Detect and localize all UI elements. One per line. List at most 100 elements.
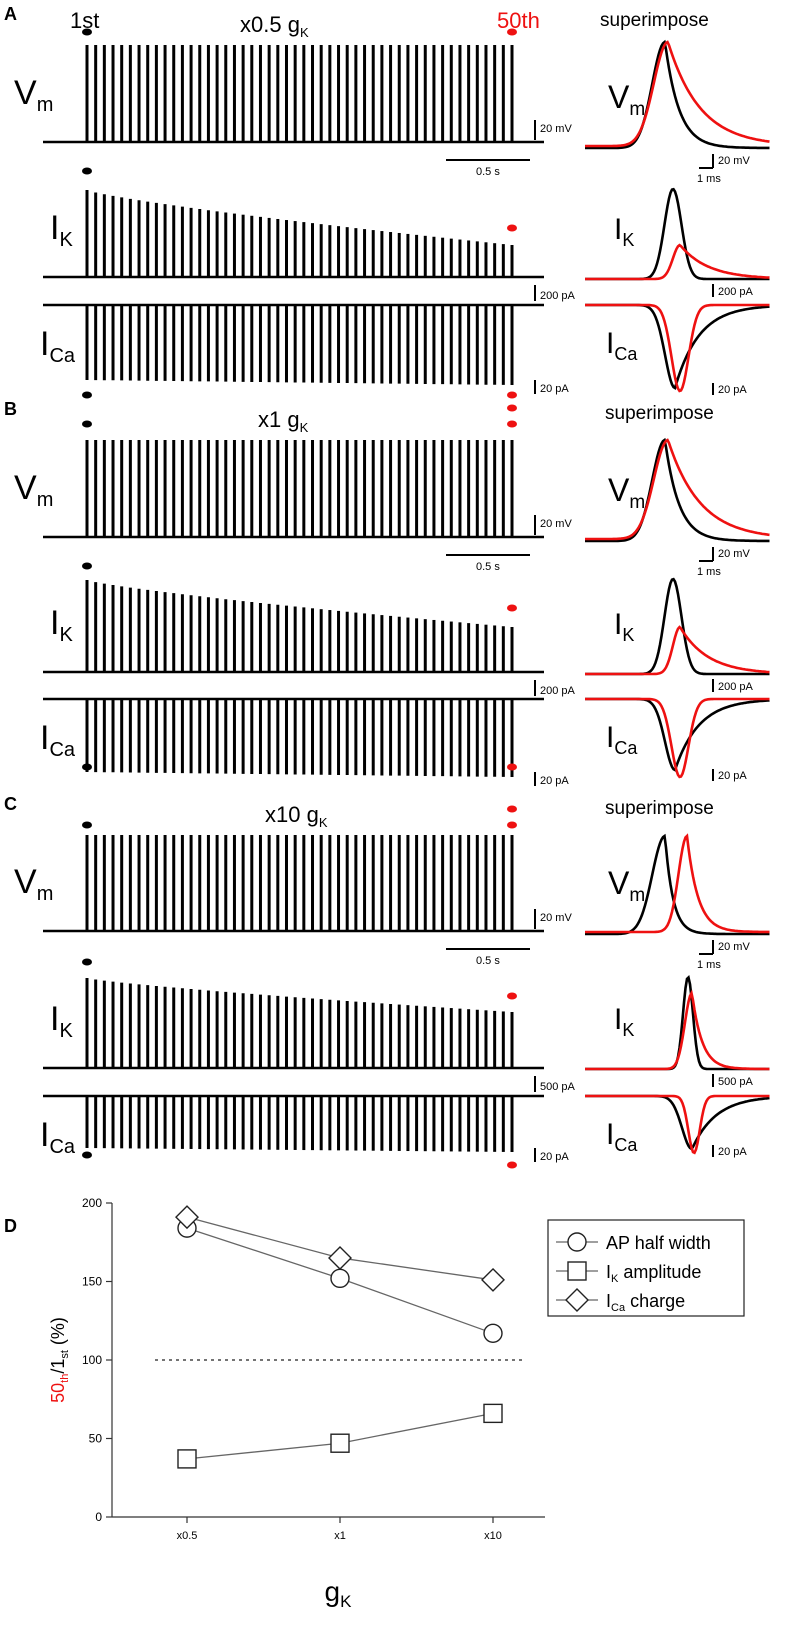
legend-label-sub: Ca — [611, 1302, 626, 1314]
y-axis-label-part: th — [59, 1374, 71, 1383]
sup-ik-scale-label: 200 pA — [718, 286, 754, 298]
sup-ica-scale-label: 20 pA — [718, 770, 747, 782]
spike-marker-ik1 — [82, 958, 92, 966]
spike-marker-vm50 — [507, 28, 517, 36]
x-tick-label: x0.5 — [177, 1530, 198, 1542]
vm-label-sub: m — [37, 489, 54, 511]
panel-c — [43, 805, 770, 1169]
legend-label-tail: amplitude — [618, 1262, 701, 1282]
data-point-diamond-0 — [175, 1205, 199, 1230]
panel-b — [43, 404, 770, 786]
sup-vm-fiftieth — [585, 40, 770, 148]
sup-ica-label-main: I — [606, 1118, 614, 1151]
y-axis-label-part: st — [59, 1350, 71, 1359]
sup-ik-label: IK — [614, 608, 634, 645]
sup-vm-label-main: V — [608, 865, 630, 901]
ica-label-main: I — [40, 1116, 49, 1154]
sup-ik-label: IK — [614, 1003, 634, 1040]
sup-vm-label: Vm — [608, 865, 645, 906]
data-point-diamond-1 — [328, 1245, 352, 1270]
sup-time-scale-label: 1 ms — [697, 173, 721, 185]
spike-marker-ica1 — [82, 763, 92, 771]
sup-ica-fiftieth — [585, 1094, 770, 1155]
data-point-diamond-2 — [481, 1267, 505, 1292]
sup-time-scale-label: 1 ms — [697, 566, 721, 578]
legend-marker-circle — [567, 1232, 587, 1252]
ica-scale-label: 20 pA — [540, 1151, 569, 1163]
ica-scale-label: 20 pA — [540, 383, 569, 395]
legend-label-main: AP half width — [606, 1233, 711, 1253]
y-tick-label: 100 — [82, 1353, 102, 1367]
ik-label-main: I — [50, 1000, 59, 1038]
superimpose-title: superimpose — [605, 798, 714, 819]
sup-ik-label-main: I — [614, 213, 622, 246]
x-tick-label: x10 — [484, 1530, 502, 1542]
y-tick-label: 0 — [95, 1510, 102, 1524]
sup-vm-first — [585, 39, 770, 150]
sup-ik-fiftieth — [585, 243, 770, 281]
sup-ica-label-main: I — [606, 327, 614, 360]
legend-label: AP half width — [606, 1233, 711, 1253]
panel-a — [43, 28, 770, 399]
sup-ik-label-sub: K — [622, 230, 634, 250]
spike-marker-vm50 — [507, 821, 517, 829]
sup-ik-first — [585, 187, 770, 281]
data-point-circle-2 — [483, 1323, 503, 1344]
spike-marker-ik50 — [507, 992, 517, 1000]
sup-vm-label-main: V — [608, 79, 630, 115]
vm-label: Vm — [14, 74, 53, 116]
vm-label: Vm — [14, 863, 53, 905]
spike-marker-ik50 — [507, 224, 517, 232]
first-spike-label: 1st — [70, 8, 99, 33]
sup-vm-fiftieth — [585, 833, 770, 934]
sup-ica-scale-label: 20 pA — [718, 1146, 747, 1158]
spike-marker-ica50 — [507, 391, 517, 399]
vm-label-main: V — [14, 863, 37, 901]
ik-label-sub: K — [59, 1020, 73, 1042]
ik-label: IK — [50, 209, 73, 251]
spike-marker-ica50 — [507, 763, 517, 771]
spike-marker-vm50-extra — [507, 404, 517, 412]
ica-label-sub: Ca — [49, 739, 75, 761]
vm-label: Vm — [14, 469, 53, 511]
condition-label-main: x0.5 g — [240, 12, 300, 37]
spike-marker-ica1 — [82, 391, 92, 399]
sup-ik-label-sub: K — [622, 1020, 634, 1040]
spike-marker-vm50-extra — [507, 805, 517, 813]
time-scale-label: 0.5 s — [476, 955, 500, 967]
condition-label: x0.5 gK — [240, 12, 309, 40]
data-point-square-1 — [330, 1433, 350, 1453]
sup-ik-label-main: I — [614, 1003, 622, 1036]
ica-label: ICa — [40, 1116, 76, 1158]
sup-ica-label-sub: Ca — [614, 344, 638, 364]
x-tick-label: x1 — [334, 1530, 346, 1542]
condition-label-sub: K — [300, 420, 309, 435]
y-axis-label: 50th/1st (%) — [48, 1317, 71, 1403]
x-axis-label-main: g — [325, 1576, 341, 1607]
condition-label-sub: K — [300, 25, 309, 40]
sup-time-scale-label: 1 ms — [697, 959, 721, 971]
sup-ik-fiftieth — [585, 625, 770, 676]
trace-panels — [43, 28, 770, 1169]
legend-marker-diamond — [565, 1288, 589, 1312]
ik-scale-label: 500 pA — [540, 1081, 576, 1093]
superimpose-title: superimpose — [600, 10, 709, 31]
sup-ica-fiftieth — [585, 303, 770, 393]
time-scale-label: 0.5 s — [476, 166, 500, 178]
ik-scale-label: 200 pA — [540, 685, 576, 697]
condition-label-main: x1 g — [258, 407, 300, 432]
vm-scale-label: 20 mV — [540, 123, 572, 135]
sup-ica-fiftieth — [585, 697, 770, 779]
ik-label: IK — [50, 604, 73, 646]
ica-label-main: I — [40, 719, 49, 757]
spike-marker-vm50 — [507, 420, 517, 428]
y-axis-label-part: (%) — [48, 1317, 68, 1350]
legend-label-main: I — [606, 1291, 611, 1311]
vm-label-main: V — [14, 74, 37, 112]
ik-label-main: I — [50, 604, 59, 642]
sup-vm-label: Vm — [608, 472, 645, 513]
vm-label-main: V — [14, 469, 37, 507]
sup-ik-fiftieth — [585, 989, 770, 1071]
data-point-circle-1 — [330, 1268, 350, 1289]
